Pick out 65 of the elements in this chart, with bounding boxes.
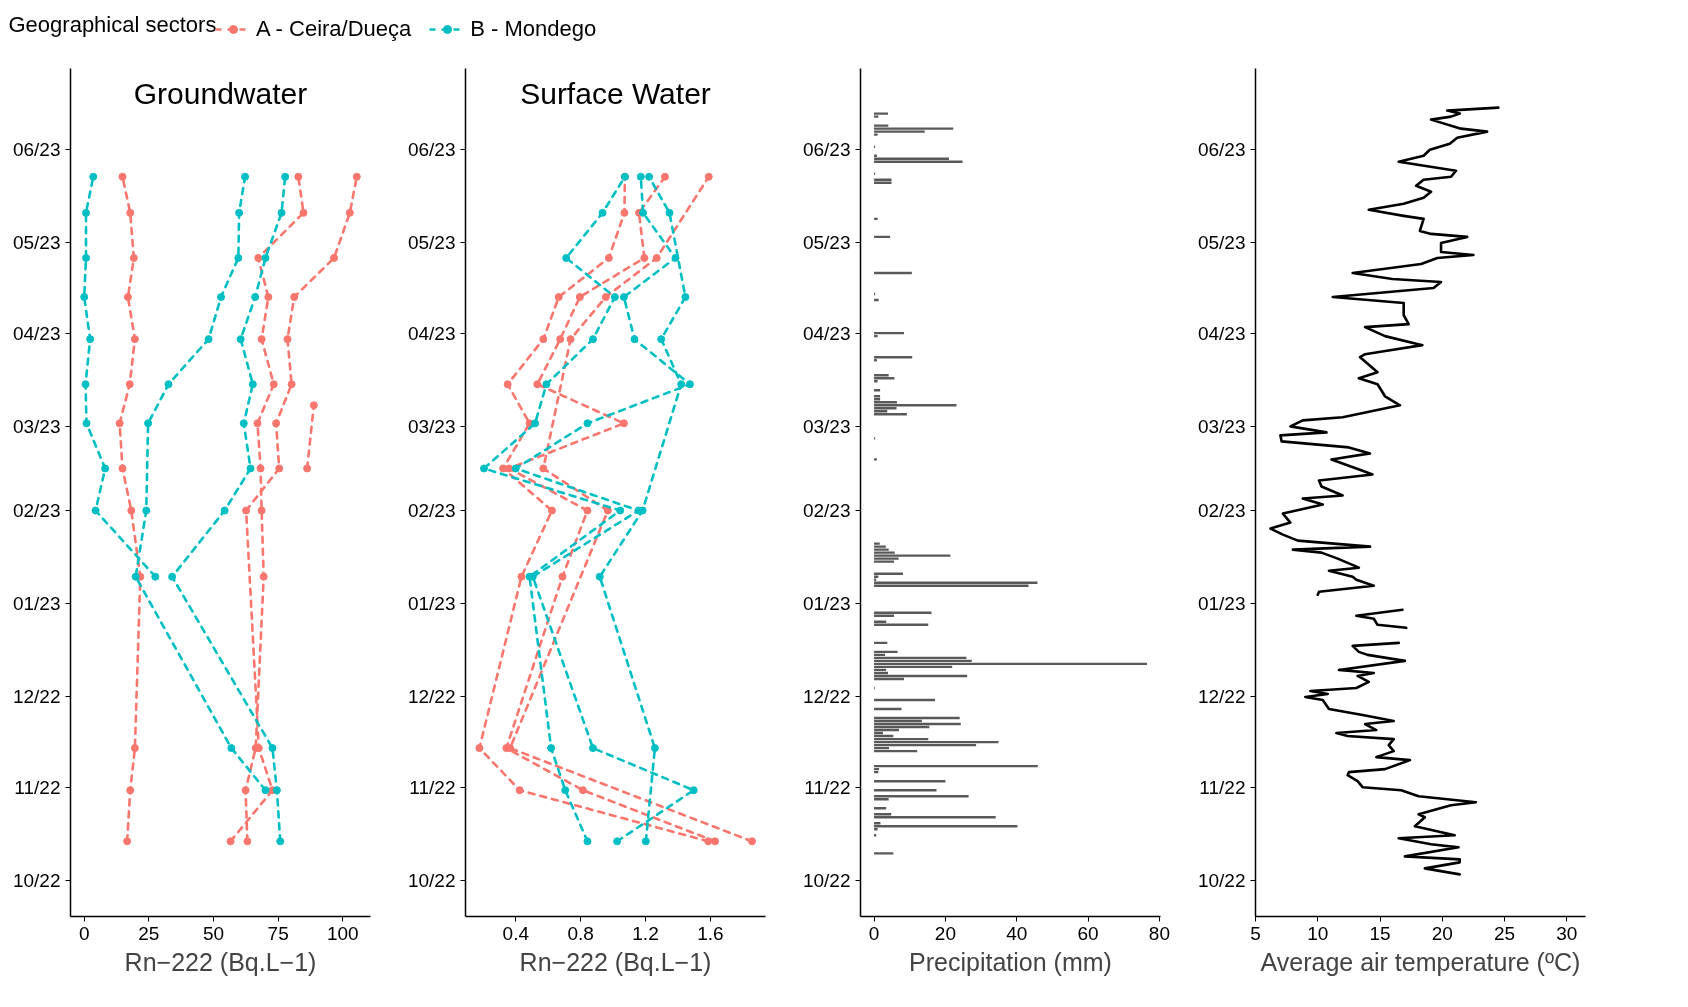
chart-title: Surface Water xyxy=(520,76,711,110)
y-tick-label: 04/23 xyxy=(1197,322,1246,344)
y-tick-label: 03/23 xyxy=(12,415,61,437)
x-tick-label: 1.2 xyxy=(632,922,659,944)
y-tick-label: 10/22 xyxy=(802,869,851,891)
y-tick-label: 12/22 xyxy=(1197,686,1246,708)
x-axis-title: Average air temperature (ºC) xyxy=(1260,947,1581,976)
y-tick-label: 05/23 xyxy=(12,232,61,254)
y-tick-label: 10/22 xyxy=(12,869,61,891)
y-tick-label: 06/23 xyxy=(802,139,851,161)
y-tick-label: 05/23 xyxy=(1197,232,1246,254)
x-tick-label: 5 xyxy=(1250,922,1261,944)
y-tick-label: 05/23 xyxy=(407,232,456,254)
x-tick-label: 25 xyxy=(138,922,160,944)
x-tick-label: 50 xyxy=(202,922,225,944)
chart-title: Groundwater xyxy=(133,76,308,110)
y-tick-label: 03/23 xyxy=(1197,415,1246,437)
x-tick-label: 20 xyxy=(934,922,956,944)
x-tick-label: 60 xyxy=(1077,922,1099,944)
x-tick-label: 75 xyxy=(267,922,289,944)
legend-label: A - Ceira/Dueça xyxy=(256,16,412,42)
y-tick-label: 12/22 xyxy=(407,686,456,708)
y-tick-label: 11/22 xyxy=(14,776,61,798)
y-tick-label: 01/23 xyxy=(12,593,61,615)
x-tick-label: 80 xyxy=(1148,922,1170,944)
x-axis-title: Precipitation (mm) xyxy=(909,947,1112,976)
y-tick-label: 02/23 xyxy=(407,500,456,522)
legend-title: Geographical sectors xyxy=(8,12,217,37)
x-tick-label: 15 xyxy=(1369,922,1391,944)
y-tick-label: 03/23 xyxy=(407,415,456,437)
y-tick-label: 06/23 xyxy=(407,139,456,161)
x-tick-label: 0 xyxy=(868,922,880,944)
x-tick-label: 0 xyxy=(78,922,90,944)
x-tick-label: 20 xyxy=(1431,922,1453,944)
x-tick-label: 0.8 xyxy=(567,922,594,944)
y-tick-label: 10/22 xyxy=(1197,869,1246,891)
x-tick-label: 1.6 xyxy=(697,922,724,944)
x-tick-label: 0.4 xyxy=(502,922,530,944)
y-tick-label: 03/23 xyxy=(802,415,851,437)
y-tick-label: 01/23 xyxy=(1197,593,1246,615)
y-tick-label: 06/23 xyxy=(12,139,61,161)
legend-label: B - Mondego xyxy=(470,16,597,42)
y-tick-label: 11/22 xyxy=(804,776,851,798)
x-axis-title: Rn−222 (Bq.L−1) xyxy=(519,947,712,976)
x-axis-title: Rn−222 (Bq.L−1) xyxy=(124,947,317,976)
y-tick-label: 12/22 xyxy=(12,686,61,708)
y-tick-label: 10/22 xyxy=(407,869,456,891)
y-tick-label: 04/23 xyxy=(12,322,61,344)
y-tick-label: 06/23 xyxy=(1197,139,1246,161)
y-tick-label: 01/23 xyxy=(802,593,851,615)
y-tick-label: 04/23 xyxy=(802,322,851,344)
y-tick-label: 02/23 xyxy=(802,500,851,522)
y-tick-label: 01/23 xyxy=(407,593,456,615)
x-tick-label: 10 xyxy=(1307,922,1329,944)
y-tick-label: 11/22 xyxy=(409,776,456,798)
y-tick-label: 04/23 xyxy=(407,322,456,344)
y-tick-label: 05/23 xyxy=(802,232,851,254)
x-tick-label: 30 xyxy=(1556,922,1578,944)
x-tick-label: 40 xyxy=(1006,922,1028,944)
x-tick-label: 100 xyxy=(326,922,359,944)
y-tick-label: 12/22 xyxy=(802,686,851,708)
x-tick-label: 25 xyxy=(1493,922,1516,944)
y-tick-label: 02/23 xyxy=(1197,500,1246,522)
y-tick-label: 02/23 xyxy=(12,500,61,522)
y-tick-label: 11/22 xyxy=(1199,776,1246,798)
